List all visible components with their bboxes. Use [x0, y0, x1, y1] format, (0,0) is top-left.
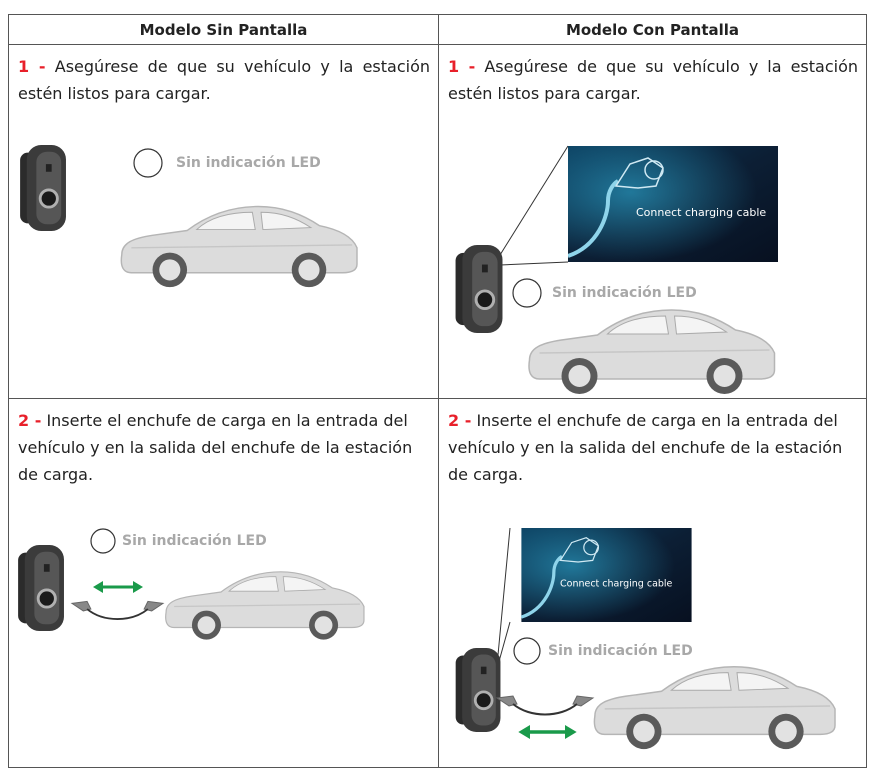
instruction-text: Inserte el enchufe de carga en la entrad… [448, 411, 843, 484]
step-number: 1 - [18, 57, 46, 76]
instruction-text: Asegúrese de que su vehículo y la estaci… [18, 57, 431, 103]
table-cell: 1 - Asegúrese de que su vehículo y la es… [438, 44, 867, 399]
screen-text: Connect charging cable [560, 579, 673, 590]
instruction-text: Inserte el enchufe de carga en la entrad… [18, 411, 413, 484]
table-cell: 2 - Inserte el enchufe de carga en la en… [438, 398, 867, 768]
led-label: Sin indicación LED [122, 533, 267, 549]
led-label: Sin indicación LED [552, 285, 697, 301]
table-cell: 2 - Inserte el enchufe de carga en la en… [8, 398, 439, 768]
step-number: 1 - [448, 57, 476, 76]
screen-text: Connect charging cable [636, 206, 766, 219]
instruction: 2 - Inserte el enchufe de carga en la en… [18, 407, 430, 488]
led-label: Sin indicación LED [176, 155, 321, 171]
instruction: 1 - Asegúrese de que su vehículo y la es… [18, 53, 430, 107]
led-label: Sin indicación LED [548, 643, 693, 659]
instruction-text: Asegúrese de que su vehículo y la estaci… [448, 57, 859, 103]
step-number: 2 - [18, 411, 42, 430]
instruction: 1 - Asegúrese de que su vehículo y la es… [448, 53, 858, 107]
instruction: 2 - Inserte el enchufe de carga en la en… [448, 407, 858, 488]
table-cell: 1 - Asegúrese de que su vehículo y la es… [8, 44, 439, 399]
step-number: 2 - [448, 411, 472, 430]
